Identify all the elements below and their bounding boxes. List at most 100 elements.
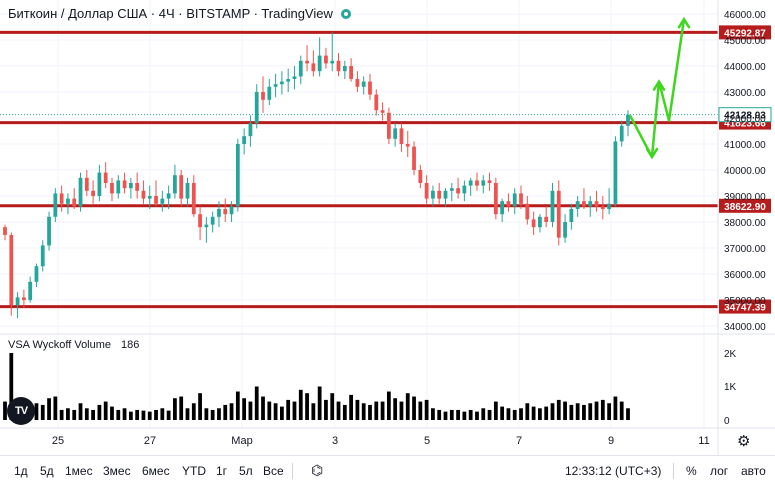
x-tick-label: 11: [698, 435, 709, 447]
volume-bar: [166, 410, 171, 420]
volume-bar: [40, 404, 45, 420]
candle-body: [128, 183, 133, 189]
volume-bar: [191, 403, 196, 420]
volume-bar: [361, 403, 366, 420]
projection-arrowhead: [652, 79, 666, 91]
candle-body: [248, 123, 253, 137]
volume-bar: [386, 391, 391, 420]
range-ytd-button[interactable]: YTD: [182, 464, 206, 478]
volume-bar: [235, 391, 240, 420]
volume-bar: [198, 393, 202, 420]
y-tick-label: 35000.00: [724, 296, 766, 307]
volume-bar: [500, 406, 505, 420]
clock-time[interactable]: 12:33:12 (UTC+3): [565, 464, 662, 478]
range-3m-button[interactable]: 3мес: [103, 464, 131, 478]
candle-body: [21, 297, 26, 300]
projection-arrowhead: [677, 16, 691, 29]
candle-body: [311, 63, 316, 72]
candle-body: [185, 183, 190, 199]
candle-body: [292, 76, 297, 79]
volume-bar: [267, 401, 272, 420]
volume-bar: [349, 394, 353, 420]
candle-body: [84, 177, 89, 191]
candle-body: [261, 92, 265, 100]
range-5d-button[interactable]: 5д: [40, 464, 54, 478]
candle-body: [204, 224, 209, 228]
toolbar-divider-2: [673, 463, 674, 479]
y-tick-label: 38000.00: [724, 218, 766, 229]
candle-body: [223, 209, 228, 215]
chart-header: Биткоин / Доллар США · 4Ч · BITSTAMP · T…: [8, 6, 351, 21]
candle-body: [393, 128, 398, 139]
candle-body: [531, 219, 536, 228]
projection-arrowhead: [645, 147, 659, 160]
candlestick-series: [3, 32, 630, 319]
range-6m-button[interactable]: 6мес: [142, 464, 170, 478]
candle-body: [556, 190, 561, 238]
candle-body: [512, 193, 517, 207]
range-1d-button[interactable]: 1д: [14, 464, 28, 478]
date-range-icon[interactable]: ⌬: [311, 462, 324, 478]
candle-body: [66, 198, 70, 204]
volume-bar: [154, 409, 158, 420]
range-5y-button[interactable]: 5л: [239, 464, 253, 478]
candle-body: [443, 190, 448, 199]
volume-bar: [418, 401, 423, 420]
candle-body: [15, 297, 20, 306]
candle-body: [538, 216, 542, 228]
volume-indicator-label[interactable]: VSA Wyckoff Volume 186: [8, 339, 139, 351]
volume-bar: [468, 409, 473, 420]
grid-lines: [0, 0, 718, 428]
candle-body: [399, 128, 404, 144]
candle-body: [9, 235, 14, 306]
volume-bar: [531, 406, 536, 420]
x-tick-label: 9: [608, 435, 614, 447]
volume-bar: [607, 403, 612, 420]
candle-body: [166, 193, 171, 199]
candle-body: [487, 180, 492, 183]
candle-body: [481, 180, 486, 186]
level-price-tag: [719, 299, 771, 314]
range-all-button[interactable]: Все: [263, 464, 284, 478]
candle-body: [449, 188, 454, 191]
volume-bar: [336, 401, 341, 420]
candle-body: [97, 172, 102, 196]
candle-body: [349, 66, 353, 79]
volume-bar: [47, 398, 51, 420]
candle-body: [3, 227, 7, 235]
volume-bar: [556, 399, 561, 420]
candle-body: [210, 216, 215, 225]
candle-body: [280, 81, 284, 85]
candle-body: [468, 180, 473, 186]
level-price-tag: [719, 25, 771, 40]
candle-body: [355, 79, 360, 87]
auto-scale-toggle[interactable]: авто: [741, 464, 766, 478]
volume-bar: [575, 403, 580, 420]
candle-body: [198, 214, 202, 228]
range-1y-button[interactable]: 1г: [216, 464, 228, 478]
symbol-title[interactable]: Биткоин / Доллар США · 4Ч · BITSTAMP · T…: [8, 6, 333, 21]
gear-icon[interactable]: ⚙: [737, 433, 751, 450]
volume-bar: [506, 408, 511, 420]
y-tick-label: 40000.00: [724, 166, 766, 177]
candle-body: [330, 60, 335, 64]
level-price-label: 38622.90: [724, 202, 766, 213]
candle-body: [506, 201, 511, 207]
volume-bar: [569, 404, 574, 420]
candle-body: [59, 193, 64, 204]
volume-bar: [128, 411, 133, 420]
volume-bar: [588, 403, 593, 420]
volume-bar: [160, 408, 165, 420]
log-scale-toggle[interactable]: лог: [710, 464, 729, 478]
volume-bar: [424, 399, 429, 420]
candle-body: [582, 201, 586, 207]
volume-bar: [380, 401, 385, 420]
tradingview-logo-icon[interactable]: TV: [7, 397, 35, 425]
y-tick-label: 42000.00: [724, 114, 766, 125]
volume-bar: [431, 408, 435, 420]
range-1m-button[interactable]: 1мес: [65, 464, 93, 478]
percent-scale-toggle[interactable]: %: [686, 464, 697, 478]
level-price-tag: [719, 198, 771, 213]
candle-body: [462, 185, 467, 194]
